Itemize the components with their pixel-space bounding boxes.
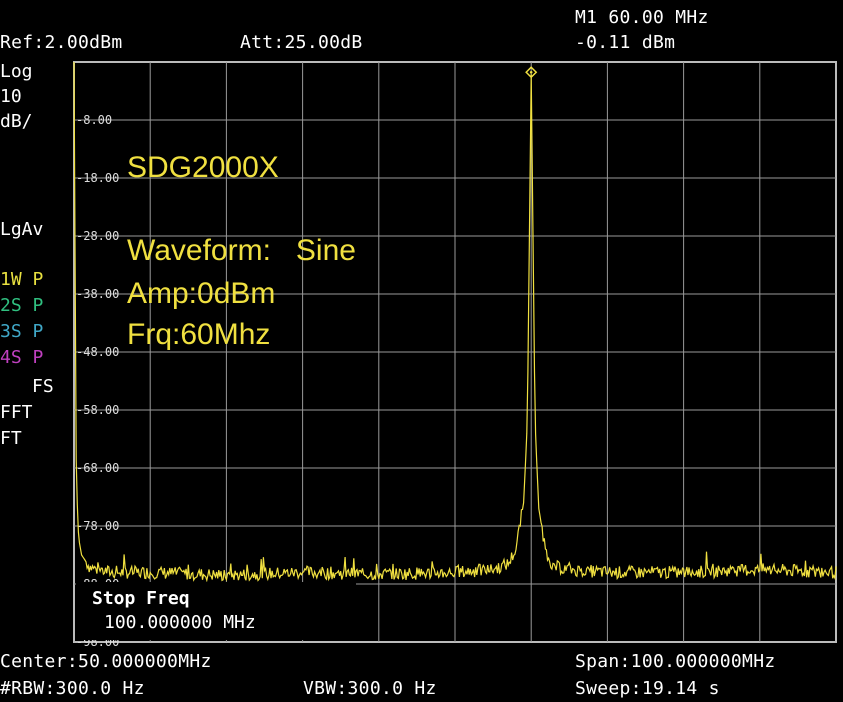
- scale-value-label: 10: [0, 86, 22, 107]
- trace-3-label[interactable]: 3S P: [0, 321, 44, 342]
- y-tick-label: -48.00: [76, 345, 119, 359]
- ft-label: FT: [0, 428, 22, 449]
- sweep-readout: Sweep:19.14 s: [575, 678, 720, 699]
- rbw-readout: #RBW:300.0 Hz: [0, 678, 145, 699]
- y-tick-label: -28.00: [76, 229, 119, 243]
- y-tick-label: -58.00: [76, 403, 119, 417]
- attenuation: Att:25.00dB: [240, 32, 363, 53]
- marker-1: [525, 66, 538, 79]
- marker-frequency-readout: M1 60.00 MHz: [575, 7, 709, 28]
- marker-1-diamond: [525, 66, 538, 79]
- trace-4-label[interactable]: 4S P: [0, 347, 44, 368]
- waveform-annotation: Waveform: Sine: [127, 234, 356, 267]
- vbw-readout: VBW:300.0 Hz: [303, 678, 437, 699]
- graticule: [73, 61, 837, 643]
- stop-freq-title: Stop Freq: [92, 588, 190, 609]
- marker-level-readout: -0.11 dBm: [575, 32, 676, 53]
- trace-1-line: [73, 61, 837, 583]
- y-tick-label: -68.00: [76, 461, 119, 475]
- trace-2-label[interactable]: 2S P: [0, 295, 44, 316]
- center-frequency: Center:50.000000MHz: [0, 651, 212, 672]
- y-tick-label: -18.00: [76, 171, 119, 185]
- fft-label: FFT: [0, 402, 33, 423]
- stop-freq-input-box[interactable]: Stop Freq 100.000000 MHz: [76, 582, 356, 640]
- y-tick-label: -8.00: [76, 113, 112, 127]
- fs-label: FS: [32, 376, 54, 397]
- stop-freq-value[interactable]: 100.000000 MHz: [104, 612, 256, 633]
- scale-unit-label: dB/: [0, 111, 33, 132]
- marker-1-center: [529, 70, 533, 74]
- amplitude-annotation: Amp:0dBm: [127, 277, 276, 310]
- y-tick-label: -38.00: [76, 287, 119, 301]
- model-annotation: SDG2000X: [127, 151, 279, 184]
- y-tick-label: -78.00: [76, 519, 119, 533]
- reference-level: Ref:2.00dBm: [0, 32, 123, 53]
- scale-type-label: Log: [0, 61, 33, 82]
- trace-1-label[interactable]: 1W P: [0, 269, 44, 290]
- frequency-annotation: Frq:60Mhz: [127, 318, 271, 351]
- average-type-label: LgAv: [0, 219, 44, 240]
- span-readout: Span:100.000000MHz: [575, 651, 776, 672]
